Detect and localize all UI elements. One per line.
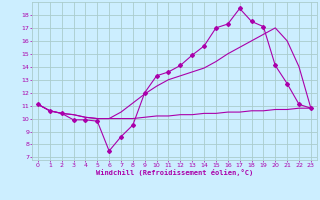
X-axis label: Windchill (Refroidissement éolien,°C): Windchill (Refroidissement éolien,°C) [96,169,253,176]
